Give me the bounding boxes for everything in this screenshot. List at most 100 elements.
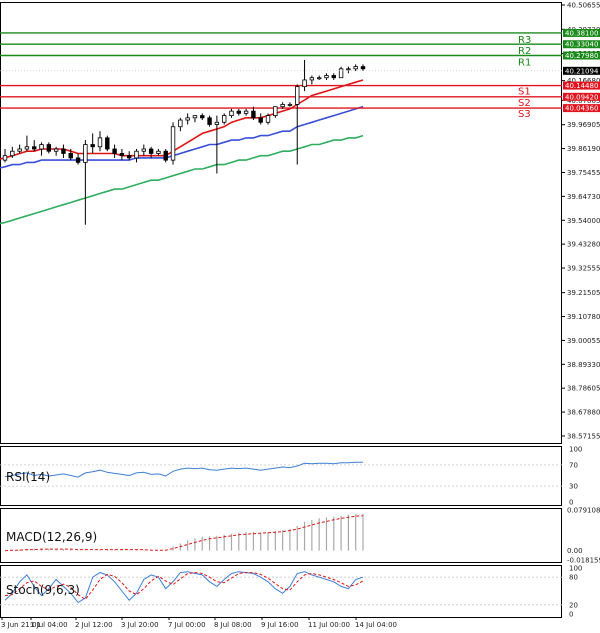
candle-body bbox=[221, 115, 227, 123]
rsi-panel: 100 70 30 0 RSI(14) bbox=[0, 446, 582, 507]
time-axis: 3 Jun 21:011 Jul 04:00 2 Jul 12:00 3 Jul 2… bbox=[1, 617, 397, 629]
candle-body bbox=[119, 153, 125, 157]
price-tick-label: 38.89330 bbox=[567, 361, 600, 369]
moving-average-red bbox=[0, 79, 364, 160]
rsi-tick-label: 70 bbox=[569, 461, 578, 469]
macd-tick-label: 0.079108 bbox=[567, 507, 600, 515]
level-value-r3: 40.38100 bbox=[565, 29, 598, 37]
price-tick-label: 39.10780 bbox=[567, 313, 600, 321]
level-tag-r2 bbox=[563, 40, 600, 49]
candle-body bbox=[75, 157, 81, 163]
candle-body bbox=[280, 104, 285, 108]
stoch-tick-label: 20 bbox=[569, 601, 578, 609]
candle-body bbox=[17, 148, 22, 152]
candle-body bbox=[353, 66, 358, 70]
macd-signal-line bbox=[4, 515, 364, 552]
candle-body bbox=[265, 115, 271, 123]
time-tick-label: 2 Jul 12:00 bbox=[75, 621, 113, 629]
macd-tick-label: -0.018159 bbox=[567, 557, 600, 565]
panel-frame-main bbox=[0, 2, 562, 444]
candle-body bbox=[68, 153, 73, 159]
price-tick-label: 39.54000 bbox=[567, 217, 600, 225]
candle-body bbox=[141, 148, 147, 152]
price-tick-label: 39.43280 bbox=[567, 241, 600, 249]
price-tick-label: 38.67880 bbox=[567, 409, 600, 417]
level-label-s3: S3 bbox=[518, 109, 531, 120]
time-tick-label: 11 Jul 00:00 bbox=[308, 621, 350, 629]
level-value-s2: 40.09420 bbox=[565, 93, 598, 101]
candle-body bbox=[53, 148, 59, 152]
candle-body bbox=[178, 119, 183, 128]
rsi-tick-label: 100 bbox=[569, 446, 582, 454]
panel-frames bbox=[0, 2, 562, 618]
rsi-tick-label: 0 bbox=[569, 499, 573, 507]
level-tag-s2 bbox=[563, 92, 600, 101]
candle-body bbox=[61, 148, 66, 154]
candle-body bbox=[2, 155, 8, 161]
candle-body bbox=[10, 150, 15, 157]
candle-body bbox=[83, 144, 88, 163]
candle-body bbox=[229, 110, 234, 116]
candle-body bbox=[200, 115, 205, 119]
candle-body bbox=[295, 86, 300, 105]
candle-body bbox=[236, 110, 241, 114]
candle-body bbox=[148, 148, 154, 154]
level-label-s2: S2 bbox=[518, 98, 531, 109]
macd-panel: 0.079108 0.00 -0.018159 MACD(12,26,9) bbox=[4, 507, 600, 565]
current-price-value: 40.21094 bbox=[565, 67, 599, 75]
candle-body bbox=[258, 117, 263, 123]
time-tick-label: 14 Jul 04:00 bbox=[355, 621, 397, 629]
price-tick-label: 39.00055 bbox=[567, 337, 600, 345]
candle-body bbox=[90, 144, 95, 148]
price-tick-label: 39.75455 bbox=[567, 169, 600, 177]
moving-average-green bbox=[0, 134, 364, 225]
price-tick-label: 39.96905 bbox=[567, 121, 600, 129]
price-tick-label: 39.86190 bbox=[567, 145, 600, 153]
candle-body bbox=[134, 150, 139, 159]
candle-body bbox=[316, 77, 322, 80]
candle-body bbox=[273, 106, 278, 116]
time-tick-label: 9 Jul 16:00 bbox=[261, 621, 299, 629]
candle-body bbox=[163, 150, 168, 161]
level-tag-s3 bbox=[563, 104, 600, 113]
level-tag-r1 bbox=[563, 51, 600, 60]
level-label-r3: R3 bbox=[518, 35, 531, 46]
level-value-r2: 40.33040 bbox=[565, 41, 598, 49]
candle-body bbox=[156, 150, 161, 154]
candle-body bbox=[39, 144, 44, 150]
candle-body bbox=[105, 137, 110, 150]
candle-body bbox=[32, 146, 37, 150]
time-tick-label: 7 Jul 00:00 bbox=[168, 621, 206, 629]
level-label-s1: S1 bbox=[518, 87, 531, 98]
candle-body bbox=[214, 121, 220, 125]
level-tag-r3 bbox=[563, 28, 600, 37]
level-value-s1: 40.14480 bbox=[565, 82, 598, 90]
panel-frame-stoch bbox=[0, 565, 562, 618]
price-panel: 40.5065540.3973040.2880540.1668040.07865… bbox=[0, 1, 600, 440]
macd-label: MACD(12,26,9) bbox=[6, 530, 97, 544]
time-tick-label: 8 Jul 08:00 bbox=[214, 621, 252, 629]
price-tick-label: 38.57155 bbox=[567, 432, 600, 440]
candle-body bbox=[112, 148, 117, 154]
stoch-tick-label: 0 bbox=[569, 611, 573, 619]
moving-average-blue bbox=[0, 105, 364, 169]
panel-frame-macd bbox=[0, 508, 562, 563]
candle-body bbox=[127, 155, 132, 159]
candle-body bbox=[309, 77, 315, 81]
candle-body bbox=[207, 117, 212, 125]
candle-body bbox=[346, 68, 351, 71]
price-tick-label: 40.16680 bbox=[567, 77, 600, 85]
rsi-label: RSI(14) bbox=[6, 470, 50, 484]
price-tick-label: 40.50655 bbox=[567, 1, 600, 9]
level-label-r2: R2 bbox=[518, 46, 531, 57]
candle-body bbox=[287, 104, 293, 106]
candle-body bbox=[46, 144, 52, 152]
candle-body bbox=[192, 115, 198, 119]
level-value-r1: 40.27980 bbox=[565, 52, 598, 60]
candle-body bbox=[97, 137, 103, 148]
candle-body bbox=[185, 117, 190, 121]
candle-body bbox=[243, 110, 249, 114]
